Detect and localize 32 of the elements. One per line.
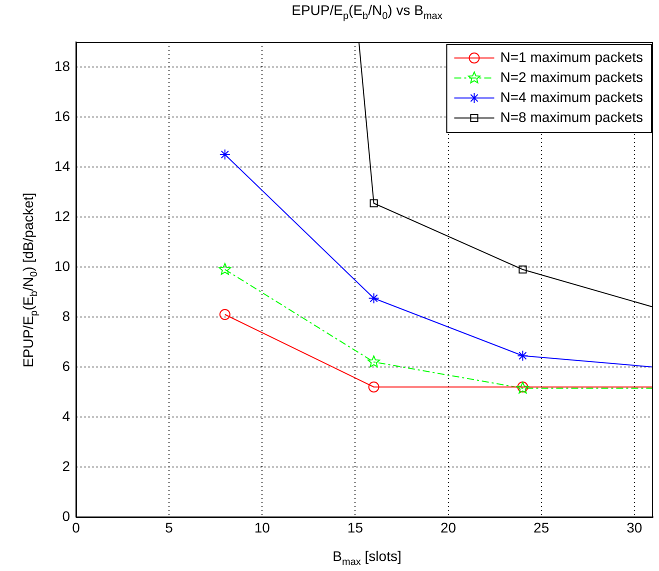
y-tick-label: 14	[54, 158, 70, 174]
x-tick-label: 30	[626, 519, 642, 536]
point	[219, 309, 230, 320]
x-tick-label: 25	[534, 519, 550, 536]
point	[368, 292, 380, 304]
chart-title: EPUP/E$_{p}$(E$_{b}$/N$_{0}$) vs B$_{max}$	[290, 2, 444, 22]
point	[370, 199, 378, 208]
y-tick-label: 4	[62, 408, 70, 424]
legend-label: N=4 maximum packets	[500, 88, 644, 105]
y-tick-label: 0	[62, 508, 70, 524]
y-tick-label: 12	[54, 208, 70, 224]
x-tick-label: 5	[165, 519, 174, 536]
point	[517, 350, 528, 362]
y-tick-label: 18	[54, 58, 70, 74]
point	[368, 382, 380, 392]
y-tick-label: 6	[62, 358, 70, 374]
legend-label: N=8 maximum packets	[500, 108, 644, 125]
legend-label: N=2 maximum packets	[500, 68, 644, 85]
point	[218, 263, 232, 275]
x-tick-label: 0	[72, 519, 80, 536]
x-axis-title: B$_{max}$ [slots]	[332, 548, 402, 568]
y-tick-label: 16	[54, 108, 70, 124]
x-tick-label: 10	[254, 519, 270, 536]
point	[219, 149, 230, 160]
y-tick-label: 10	[54, 258, 70, 274]
point	[368, 356, 380, 368]
legend-label: N=1 maximum packets	[500, 48, 644, 65]
x-tick-label: 15	[347, 519, 364, 536]
y-tick-label: 2	[62, 458, 70, 474]
y-tick-label: 8	[62, 308, 70, 324]
x-tick-label: 20	[440, 519, 456, 536]
point	[518, 265, 527, 274]
